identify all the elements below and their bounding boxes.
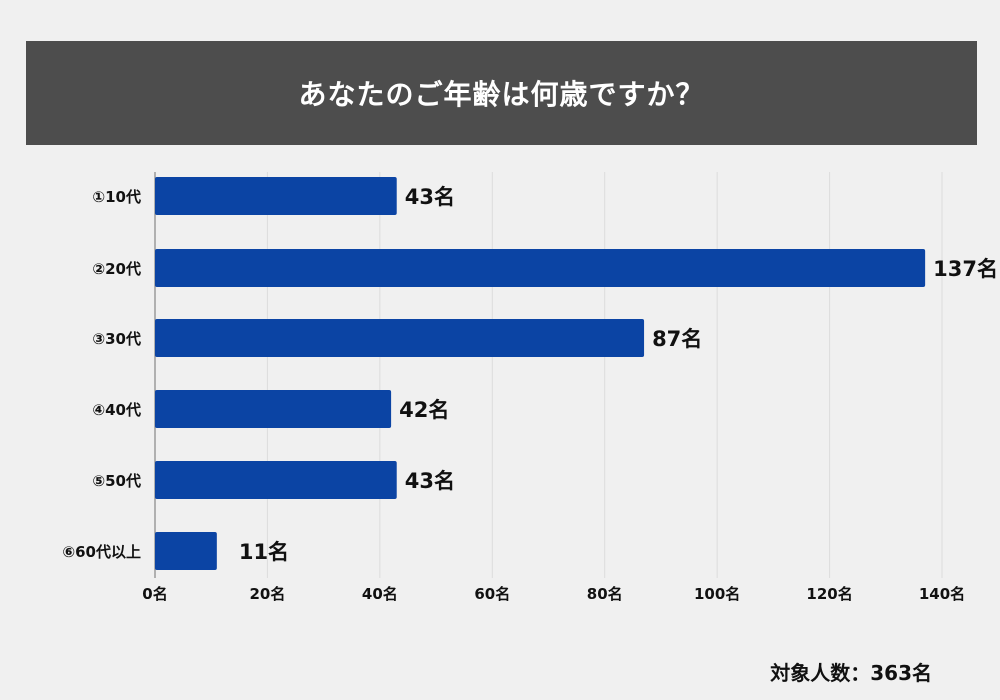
x-tick-label: 100名: [694, 585, 740, 603]
value-label: 137名: [933, 257, 998, 281]
x-tick-label: 20名: [249, 585, 285, 603]
x-tick-label: 0名: [142, 585, 167, 603]
x-tick-label: 80名: [587, 585, 623, 603]
category-label: ⑤50代: [92, 472, 141, 490]
value-label: 87名: [652, 327, 702, 351]
bar-4: [155, 390, 392, 428]
category-label: ③30代: [92, 330, 141, 348]
bar-6: [155, 532, 217, 570]
value-label: 43名: [405, 185, 455, 209]
category-label: ②20代: [92, 260, 141, 278]
bar-1: [155, 177, 397, 215]
respondent-count: 対象人数：363名: [770, 661, 932, 685]
x-tick-label: 120名: [806, 585, 852, 603]
category-label: ⑥60代以上: [62, 543, 141, 561]
value-label: 43名: [405, 469, 455, 493]
bar-3: [155, 319, 645, 357]
bar-2: [155, 249, 926, 287]
bar-5: [155, 461, 397, 499]
x-tick-label: 140名: [919, 585, 965, 603]
value-label: 11名: [239, 540, 289, 564]
x-tick-label: 40名: [362, 585, 398, 603]
category-label: ④40代: [92, 401, 141, 419]
x-tick-label: 60名: [474, 585, 510, 603]
title-bar: あなたのご年齢は何歳ですか？: [26, 41, 977, 145]
chart-title: あなたのご年齢は何歳ですか？: [298, 78, 705, 111]
category-label: ①10代: [92, 188, 141, 206]
value-label: 42名: [399, 398, 449, 422]
